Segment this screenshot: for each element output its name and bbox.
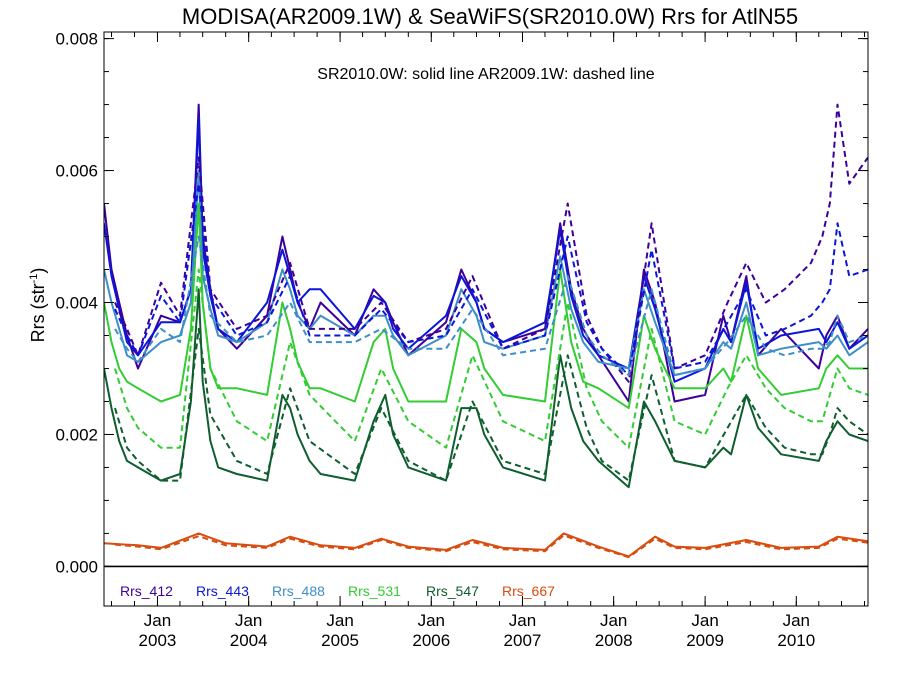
y-tick-label: 0.008 <box>55 30 98 49</box>
x-tick-label-year: 2004 <box>230 631 268 650</box>
x-tick-label-month: Jan <box>509 611 536 630</box>
y-tick-label: 0.006 <box>55 162 98 181</box>
x-tick-label-month: Jan <box>783 611 810 630</box>
x-tick-label-year: 2009 <box>686 631 724 650</box>
series-line-rrs-488-dashed <box>114 235 868 377</box>
legend: Rrs_412 Rrs_443 Rrs_488 Rrs_531 Rrs_547 Rrs_6… <box>120 583 555 599</box>
x-tick-label-year: 2010 <box>777 631 815 650</box>
legend-item-rrs-488: Rrs_488 <box>272 583 325 599</box>
x-tick-label-month: Jan <box>600 611 627 630</box>
y-axis-label-superscript: -1 <box>28 274 40 284</box>
x-tick-label-month: Jan <box>144 611 171 630</box>
series-line-rrs-547-dashed <box>114 327 868 482</box>
legend-item-rrs-547: Rrs_547 <box>426 583 479 599</box>
legend-item-rrs-443: Rrs_443 <box>196 583 249 599</box>
x-tick-label-year: 2007 <box>504 631 542 650</box>
series-line-rrs-667-dashed <box>114 534 868 559</box>
x-tick-label-year: 2008 <box>595 631 633 650</box>
series-layer <box>104 103 868 559</box>
x-tick-label-month: Jan <box>691 611 718 630</box>
series-line-rrs-443-dashed <box>114 182 868 377</box>
y-axis-label-text: Rrs (str <box>28 283 48 342</box>
x-tick-label-month: Jan <box>235 611 262 630</box>
axes-layer: 0.0000.0020.0040.0060.008Jan2003Jan2004J… <box>55 30 869 650</box>
y-axis-label-close: ) <box>28 268 48 274</box>
series-line-rrs-531-dashed <box>114 268 868 449</box>
series-line-rrs-488-solid <box>104 169 868 377</box>
plot-frame <box>103 31 869 607</box>
series-line-rrs-667-solid <box>104 532 868 558</box>
series-line-rrs-531-solid <box>104 202 868 410</box>
x-tick-label-year: 2005 <box>321 631 359 650</box>
y-tick-label: 0.004 <box>55 294 98 313</box>
series-line-rrs-412-dashed <box>114 103 868 383</box>
x-tick-label-month: Jan <box>418 611 445 630</box>
chart-title: MODISA(AR2009.1W) & SeaWiFS(SR2010.0W) R… <box>182 4 798 29</box>
series-line-rrs-443-solid <box>104 116 868 383</box>
legend-item-rrs-667: Rrs_667 <box>502 583 555 599</box>
y-axis-label: Rrs (str-1) <box>28 268 48 343</box>
series-line-rrs-547-solid <box>104 288 868 489</box>
legend-item-rrs-531: Rrs_531 <box>348 583 401 599</box>
y-tick-label: 0.000 <box>55 557 98 576</box>
x-tick-label-year: 2006 <box>412 631 450 650</box>
y-tick-label: 0.002 <box>55 425 98 444</box>
series-line-rrs-412-solid <box>104 103 868 403</box>
x-tick-label-month: Jan <box>326 611 353 630</box>
line-style-annotation: SR2010.0W: solid line AR2009.1W: dashed … <box>317 66 655 83</box>
x-tick-label-year: 2003 <box>139 631 177 650</box>
legend-item-rrs-412: Rrs_412 <box>120 583 173 599</box>
